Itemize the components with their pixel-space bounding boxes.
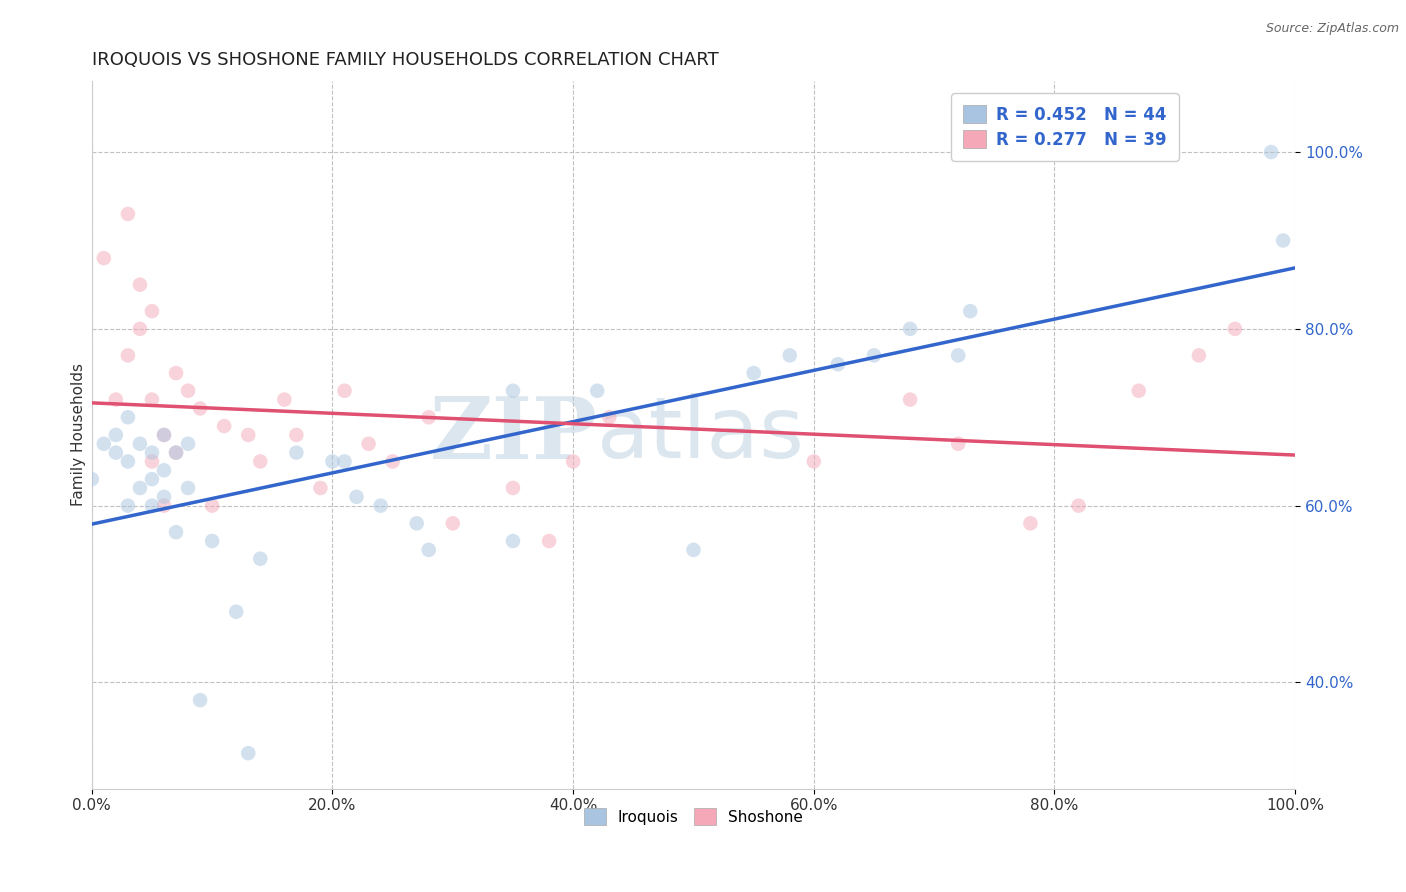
Point xyxy=(129,277,152,292)
Text: ZIP: ZIP xyxy=(429,393,598,477)
Text: atlas: atlas xyxy=(598,393,806,476)
Point xyxy=(538,534,561,549)
Point xyxy=(502,481,524,495)
Point xyxy=(165,445,187,459)
Point xyxy=(238,746,260,760)
Point xyxy=(153,490,176,504)
Point xyxy=(177,437,200,451)
Point xyxy=(80,472,103,486)
Point xyxy=(948,437,970,451)
Point xyxy=(441,516,464,531)
Point xyxy=(333,384,356,398)
Point xyxy=(502,384,524,398)
Point xyxy=(682,542,704,557)
Point xyxy=(1272,234,1295,248)
Point xyxy=(273,392,295,407)
Point xyxy=(129,437,152,451)
Point xyxy=(188,693,211,707)
Point xyxy=(381,454,404,468)
Point xyxy=(225,605,247,619)
Point xyxy=(165,366,187,380)
Point xyxy=(238,428,260,442)
Point xyxy=(177,481,200,495)
Point xyxy=(1019,516,1042,531)
Point xyxy=(285,445,308,459)
Point xyxy=(1260,145,1282,159)
Text: Source: ZipAtlas.com: Source: ZipAtlas.com xyxy=(1265,22,1399,36)
Point xyxy=(165,525,187,540)
Point xyxy=(153,428,176,442)
Point xyxy=(309,481,332,495)
Point xyxy=(898,392,921,407)
Point xyxy=(321,454,343,468)
Point xyxy=(1128,384,1150,398)
Point xyxy=(742,366,765,380)
Point xyxy=(188,401,211,416)
Point xyxy=(117,348,139,362)
Point xyxy=(586,384,609,398)
Text: IROQUOIS VS SHOSHONE FAMILY HOUSEHOLDS CORRELATION CHART: IROQUOIS VS SHOSHONE FAMILY HOUSEHOLDS C… xyxy=(91,51,718,69)
Point xyxy=(598,410,620,425)
Point xyxy=(803,454,825,468)
Point xyxy=(212,419,235,434)
Point xyxy=(405,516,427,531)
Point xyxy=(93,437,115,451)
Point xyxy=(117,499,139,513)
Y-axis label: Family Households: Family Households xyxy=(72,363,86,507)
Point xyxy=(104,445,127,459)
Point xyxy=(418,410,440,425)
Point xyxy=(898,322,921,336)
Point xyxy=(418,542,440,557)
Point xyxy=(165,445,187,459)
Point xyxy=(141,499,163,513)
Point xyxy=(249,551,271,566)
Point xyxy=(1067,499,1090,513)
Point xyxy=(948,348,970,362)
Point xyxy=(1223,322,1246,336)
Point xyxy=(153,463,176,477)
Point xyxy=(93,251,115,265)
Point xyxy=(1188,348,1211,362)
Point xyxy=(562,454,585,468)
Point xyxy=(129,481,152,495)
Point xyxy=(117,454,139,468)
Point xyxy=(249,454,271,468)
Point xyxy=(959,304,981,318)
Point xyxy=(779,348,801,362)
Point xyxy=(177,384,200,398)
Point xyxy=(141,445,163,459)
Point xyxy=(502,534,524,549)
Point xyxy=(141,454,163,468)
Point xyxy=(141,472,163,486)
Point xyxy=(346,490,368,504)
Point xyxy=(201,499,224,513)
Point xyxy=(827,357,849,371)
Point xyxy=(153,499,176,513)
Legend: Iroquois, Shoshone: Iroquois, Shoshone xyxy=(575,799,811,834)
Point xyxy=(117,207,139,221)
Point xyxy=(370,499,392,513)
Point xyxy=(863,348,886,362)
Point xyxy=(104,428,127,442)
Point xyxy=(141,304,163,318)
Point xyxy=(333,454,356,468)
Point xyxy=(141,392,163,407)
Point xyxy=(117,410,139,425)
Point xyxy=(104,392,127,407)
Point xyxy=(153,428,176,442)
Point xyxy=(285,428,308,442)
Point xyxy=(357,437,380,451)
Point xyxy=(201,534,224,549)
Point xyxy=(129,322,152,336)
